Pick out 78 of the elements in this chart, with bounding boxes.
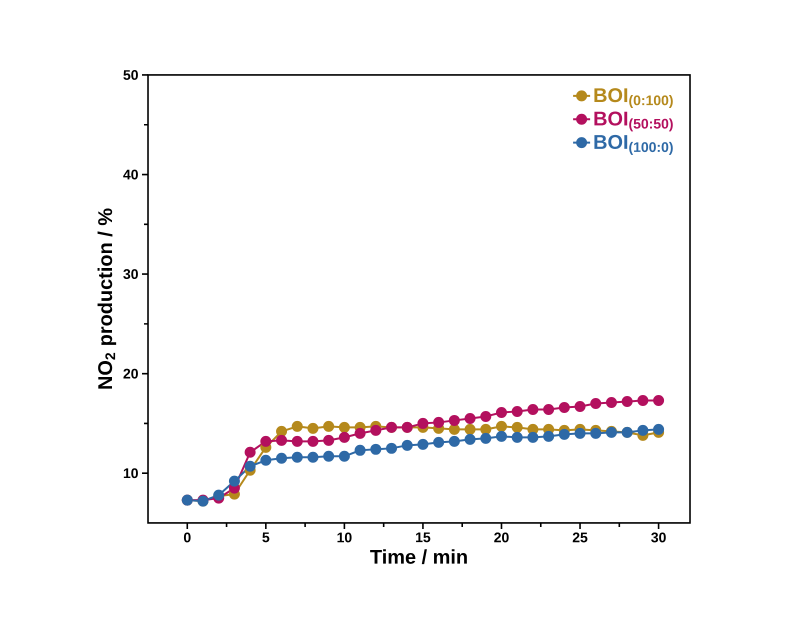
point <box>496 420 507 432</box>
point <box>260 454 272 466</box>
point <box>527 432 538 443</box>
point <box>480 424 492 435</box>
point <box>338 450 350 462</box>
x-tick-label: 30 <box>651 532 666 542</box>
point <box>448 436 460 447</box>
point <box>496 406 507 418</box>
point <box>637 424 648 436</box>
point <box>496 430 507 442</box>
point <box>464 424 476 435</box>
x-tick-label: 25 <box>572 532 588 542</box>
point <box>574 401 586 412</box>
point <box>527 404 538 415</box>
point <box>307 436 318 447</box>
point <box>402 440 413 451</box>
point <box>590 428 602 439</box>
y-tick-label: 10 <box>124 468 138 478</box>
point <box>433 416 444 428</box>
point <box>448 424 460 435</box>
point <box>323 434 334 446</box>
point <box>292 452 303 463</box>
point <box>354 444 366 456</box>
point <box>338 432 350 443</box>
point <box>558 402 570 413</box>
point <box>558 428 570 440</box>
y-tick-label: 40 <box>123 170 138 180</box>
y-tick-label: 50 <box>123 70 138 80</box>
point <box>480 410 492 422</box>
point <box>260 436 272 447</box>
point <box>622 396 633 408</box>
point <box>354 428 366 439</box>
point <box>653 395 664 406</box>
point <box>244 460 256 472</box>
point <box>543 430 554 442</box>
point <box>464 434 476 445</box>
x-tick-label: 5 <box>262 532 270 542</box>
point <box>637 395 648 406</box>
point <box>574 428 586 439</box>
x-axis-title: Time / min <box>370 549 467 564</box>
legend-label: BOI$_{(50:50)}$ <box>594 112 673 132</box>
x-tick-label: 15 <box>416 532 430 542</box>
point <box>244 446 256 458</box>
point <box>307 422 318 434</box>
point <box>512 422 523 433</box>
point <box>480 432 492 444</box>
point <box>590 398 602 410</box>
point <box>370 444 382 455</box>
point <box>338 422 350 433</box>
point <box>370 424 382 436</box>
point <box>417 438 428 450</box>
point <box>606 397 617 408</box>
point <box>448 414 460 426</box>
y-axis-title: NO$_{2}$ production / % <box>98 208 116 389</box>
point <box>276 452 288 464</box>
point <box>543 404 554 415</box>
point <box>307 452 318 463</box>
point <box>386 442 398 454</box>
y-tick-label: 30 <box>123 269 138 280</box>
point <box>276 426 288 437</box>
point <box>323 420 334 432</box>
x-tick-label: 20 <box>494 532 509 542</box>
point <box>464 412 476 424</box>
point <box>292 420 303 432</box>
y-tick-label: 20 <box>123 368 138 379</box>
point <box>512 432 523 443</box>
point <box>323 450 334 462</box>
legend-label: BOI$_{(0:100)}$ <box>594 88 673 108</box>
x-tick-label: 10 <box>338 532 352 542</box>
point <box>417 418 428 429</box>
point <box>512 406 523 417</box>
point <box>276 434 288 446</box>
x-tick-label: 0 <box>184 532 191 542</box>
point <box>292 436 303 447</box>
point <box>433 436 444 448</box>
point <box>228 476 240 487</box>
point <box>653 424 664 435</box>
legend-label: BOI$_{(100:0)}$ <box>594 134 673 155</box>
